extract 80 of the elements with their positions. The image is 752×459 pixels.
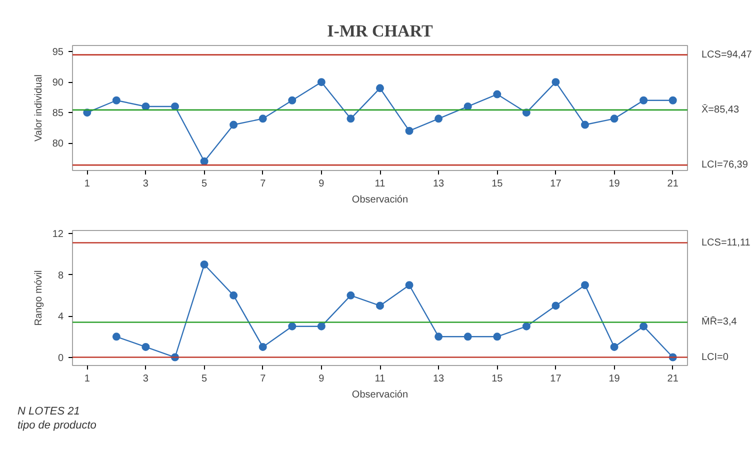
point (288, 322, 296, 330)
chart-title: I-MR CHART (327, 22, 434, 40)
ref-line-label: LCI=0 (702, 352, 729, 363)
point (552, 78, 560, 86)
point (171, 102, 179, 110)
point (200, 157, 208, 166)
point (405, 281, 414, 290)
point (230, 291, 238, 300)
ref-line-label: LCS=94,47 (702, 49, 752, 60)
y-axis-title: Valor individual (33, 74, 44, 142)
ref-line-label: LCI=76,39 (702, 160, 748, 171)
y-tick-label: 8 (58, 270, 64, 282)
point (522, 322, 530, 330)
point (464, 102, 472, 110)
point (640, 322, 648, 330)
x-tick-label: 3 (142, 178, 149, 190)
point (610, 114, 618, 123)
point (200, 260, 208, 268)
x-tick-label: 1 (84, 374, 90, 384)
x-tick-label: 7 (260, 374, 266, 384)
text: N LOTES 21 (18, 406, 80, 418)
x-tick-label: 1 (84, 178, 90, 190)
x-tick-label: 17 (550, 178, 562, 190)
ref-line-label: LCS=11,11 (702, 237, 751, 248)
x-tick-label: 15 (492, 178, 504, 190)
y-tick-label: 12 (52, 229, 64, 240)
x-tick-label: 21 (667, 374, 679, 384)
y-tick-label: 90 (52, 78, 64, 89)
x-tick-label: 13 (433, 178, 445, 190)
point (346, 291, 355, 300)
x-tick-label: 9 (318, 178, 325, 190)
point (434, 114, 443, 123)
x-axis-title: Observación (352, 390, 408, 400)
y-tick-label: 4 (58, 312, 64, 323)
point (112, 332, 120, 341)
point (288, 96, 296, 104)
point (376, 84, 384, 92)
x-tick-label: 15 (492, 374, 504, 384)
x-tick-label: 17 (550, 374, 562, 384)
x-axis-title: Observación (352, 194, 408, 206)
point (668, 96, 677, 104)
x-tick-label: 19 (608, 374, 620, 384)
point (405, 126, 414, 135)
x-tick-label: 13 (433, 374, 445, 384)
point (258, 342, 267, 351)
ref-line-label: X̄=85,43 (702, 104, 740, 116)
point (230, 120, 238, 129)
y-axis-title: Rango móvil (33, 270, 44, 326)
point (376, 302, 384, 310)
point (434, 332, 443, 341)
y-tick-label: 0 (58, 352, 64, 364)
point (258, 114, 267, 123)
x-tick-label: 9 (318, 374, 325, 384)
x-tick-label: 21 (667, 178, 679, 190)
ref-line-label: M̄R̄=3,4 (702, 316, 738, 328)
x-tick-label: 7 (260, 178, 266, 190)
y-tick-label: 80 (52, 138, 64, 150)
point (112, 96, 120, 104)
x-tick-label: 5 (202, 178, 208, 190)
point (142, 342, 150, 351)
x-tick-label: 19 (608, 178, 620, 190)
x-tick-label: 11 (374, 374, 386, 384)
point (640, 96, 648, 104)
point (581, 120, 589, 129)
x-tick-label: 5 (202, 374, 208, 384)
point (610, 342, 618, 351)
point (464, 332, 472, 341)
x-tick-label: 11 (374, 178, 386, 190)
point (493, 332, 502, 341)
y-tick-label: 95 (52, 47, 64, 58)
point (142, 102, 150, 110)
point (346, 114, 355, 123)
y-tick-label: 85 (52, 108, 64, 120)
point (317, 322, 326, 330)
x-tick-label: 3 (142, 374, 149, 384)
point (493, 90, 502, 98)
point (317, 78, 326, 86)
text: tipo de producto (18, 420, 96, 432)
point (552, 302, 560, 310)
point (581, 281, 589, 290)
